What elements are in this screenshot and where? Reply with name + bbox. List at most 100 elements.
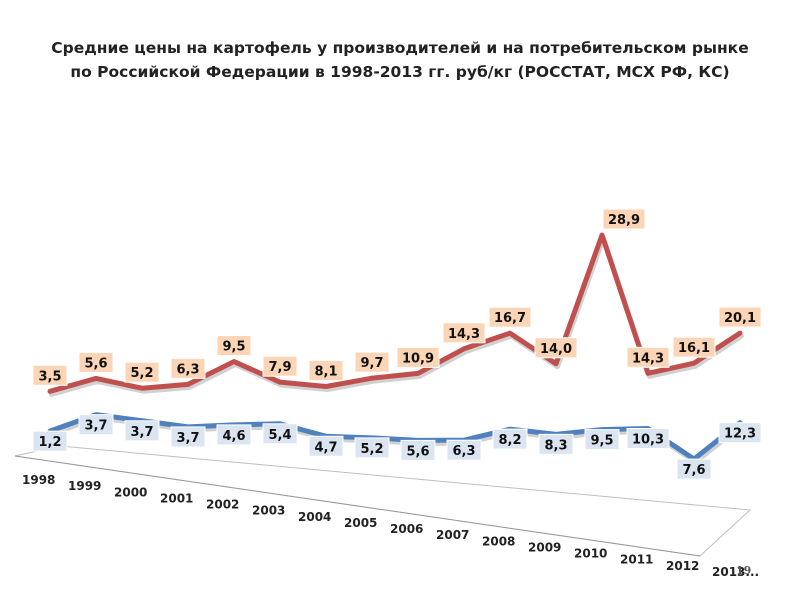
data-label-box bbox=[262, 355, 298, 377]
x-tick-label: 2005 bbox=[344, 516, 377, 530]
data-label: 4,7 bbox=[308, 435, 344, 457]
data-label-text: 6,3 bbox=[452, 444, 475, 459]
data-label-text: 14,3 bbox=[448, 327, 480, 342]
data-label-box bbox=[396, 346, 440, 368]
data-label-box bbox=[534, 337, 578, 359]
data-label: 3,7 bbox=[170, 426, 206, 448]
data-label: 5,2 bbox=[124, 361, 160, 383]
data-label-box bbox=[216, 424, 252, 446]
data-label: 8,2 bbox=[492, 428, 528, 450]
data-label-box bbox=[124, 361, 160, 383]
data-label: 7,6 bbox=[676, 458, 712, 480]
data-label: 8,3 bbox=[538, 433, 574, 455]
data-label-text: 14,3 bbox=[632, 351, 664, 366]
data-label-text: 3,5 bbox=[38, 369, 61, 384]
data-label: 7,9 bbox=[262, 355, 298, 377]
data-label-text: 20,1 bbox=[724, 311, 756, 326]
x-tick-label: 2006 bbox=[390, 522, 423, 536]
data-label-box bbox=[446, 439, 482, 461]
floor-front-edge bbox=[14, 455, 701, 557]
x-tick-label: 2011 bbox=[620, 553, 653, 567]
data-label-box bbox=[718, 306, 762, 328]
data-label-box bbox=[626, 346, 670, 368]
data-label-text: 16,1 bbox=[678, 341, 710, 356]
data-label: 6,3 bbox=[446, 439, 482, 461]
data-label-text: 7,9 bbox=[268, 360, 291, 375]
x-tick-label: 2003 bbox=[252, 504, 285, 518]
data-label: 5,2 bbox=[354, 437, 390, 459]
data-label-box bbox=[676, 458, 712, 480]
x-tick-label: 1999 bbox=[68, 479, 101, 493]
series-line bbox=[47, 412, 743, 462]
data-label-box bbox=[354, 351, 390, 373]
data-label: 16,7 bbox=[488, 306, 532, 328]
data-label-text: 5,6 bbox=[406, 444, 429, 459]
data-label-box bbox=[170, 357, 206, 379]
data-label: 16,1 bbox=[672, 336, 716, 358]
data-label: 10,3 bbox=[626, 428, 670, 450]
chart-title-line-2: по Российской Федерации в 1998-2013 гг. … bbox=[70, 63, 730, 81]
data-label-box bbox=[672, 336, 716, 358]
data-label-text: 3,7 bbox=[176, 431, 199, 446]
data-label: 28,9 bbox=[602, 208, 646, 230]
x-tick-label: 2001 bbox=[160, 491, 193, 505]
data-label: 3,5 bbox=[32, 364, 68, 386]
data-label-text: 4,6 bbox=[222, 429, 245, 444]
data-label-text: 5,2 bbox=[130, 366, 153, 381]
data-label-text: 4,7 bbox=[314, 440, 337, 455]
data-label: 12,3 bbox=[718, 422, 762, 444]
x-tick-label: 2009 bbox=[528, 540, 561, 554]
data-label-box bbox=[124, 420, 160, 442]
chart-title: Средние цены на картофель у производител… bbox=[0, 36, 800, 84]
x-tick-label: 2004 bbox=[298, 510, 331, 524]
data-label-text: 7,6 bbox=[682, 463, 705, 478]
x-tick-label: 2000 bbox=[114, 485, 147, 499]
data-label: 9,7 bbox=[354, 351, 390, 373]
data-label: 9,5 bbox=[216, 335, 252, 357]
data-label-box bbox=[32, 364, 68, 386]
data-label: 1,2 bbox=[32, 430, 68, 452]
data-label-box bbox=[170, 426, 206, 448]
data-label-box bbox=[262, 423, 298, 445]
data-label-text: 14,0 bbox=[540, 342, 572, 357]
data-label-box bbox=[308, 359, 344, 381]
series-line bbox=[47, 232, 743, 394]
data-label-box bbox=[354, 437, 390, 459]
data-label-text: 9,7 bbox=[360, 356, 383, 371]
data-label-box bbox=[718, 422, 762, 444]
data-label-text: 5,6 bbox=[84, 356, 107, 371]
data-label-box bbox=[308, 435, 344, 457]
data-label-text: 3,7 bbox=[84, 419, 107, 434]
data-label: 3,7 bbox=[78, 414, 114, 436]
data-label: 10,9 bbox=[396, 346, 440, 368]
data-label-text: 16,7 bbox=[494, 311, 526, 326]
data-label: 9,5 bbox=[584, 429, 620, 451]
data-label: 5,6 bbox=[400, 439, 436, 461]
data-label-box bbox=[602, 208, 646, 230]
data-label-text: 10,9 bbox=[402, 351, 434, 366]
data-label-text: 9,5 bbox=[222, 340, 245, 355]
data-label-text: 1,2 bbox=[38, 435, 61, 450]
data-label-box bbox=[492, 428, 528, 450]
data-label-text: 6,3 bbox=[176, 362, 199, 377]
data-label-box bbox=[538, 433, 574, 455]
data-label-box bbox=[584, 429, 620, 451]
data-label-box bbox=[216, 335, 252, 357]
data-label-box bbox=[626, 428, 670, 450]
data-label-text: 10,3 bbox=[632, 433, 664, 448]
data-label: 8,1 bbox=[308, 359, 344, 381]
data-label: 5,6 bbox=[78, 351, 114, 373]
data-label-text: 12,3 bbox=[724, 427, 756, 442]
data-label-box bbox=[488, 306, 532, 328]
data-label-text: 8,1 bbox=[314, 364, 337, 379]
data-label: 4,6 bbox=[216, 424, 252, 446]
x-tick-label: 2002 bbox=[206, 498, 239, 512]
data-label: 14,3 bbox=[626, 346, 670, 368]
data-label: 14,0 bbox=[534, 337, 578, 359]
x-tick-label: 1998 bbox=[22, 473, 55, 487]
data-label-box bbox=[78, 351, 114, 373]
chart-title-line-1: Средние цены на картофель у производител… bbox=[51, 39, 749, 57]
data-label-text: 8,3 bbox=[544, 438, 567, 453]
data-label-box bbox=[78, 414, 114, 436]
